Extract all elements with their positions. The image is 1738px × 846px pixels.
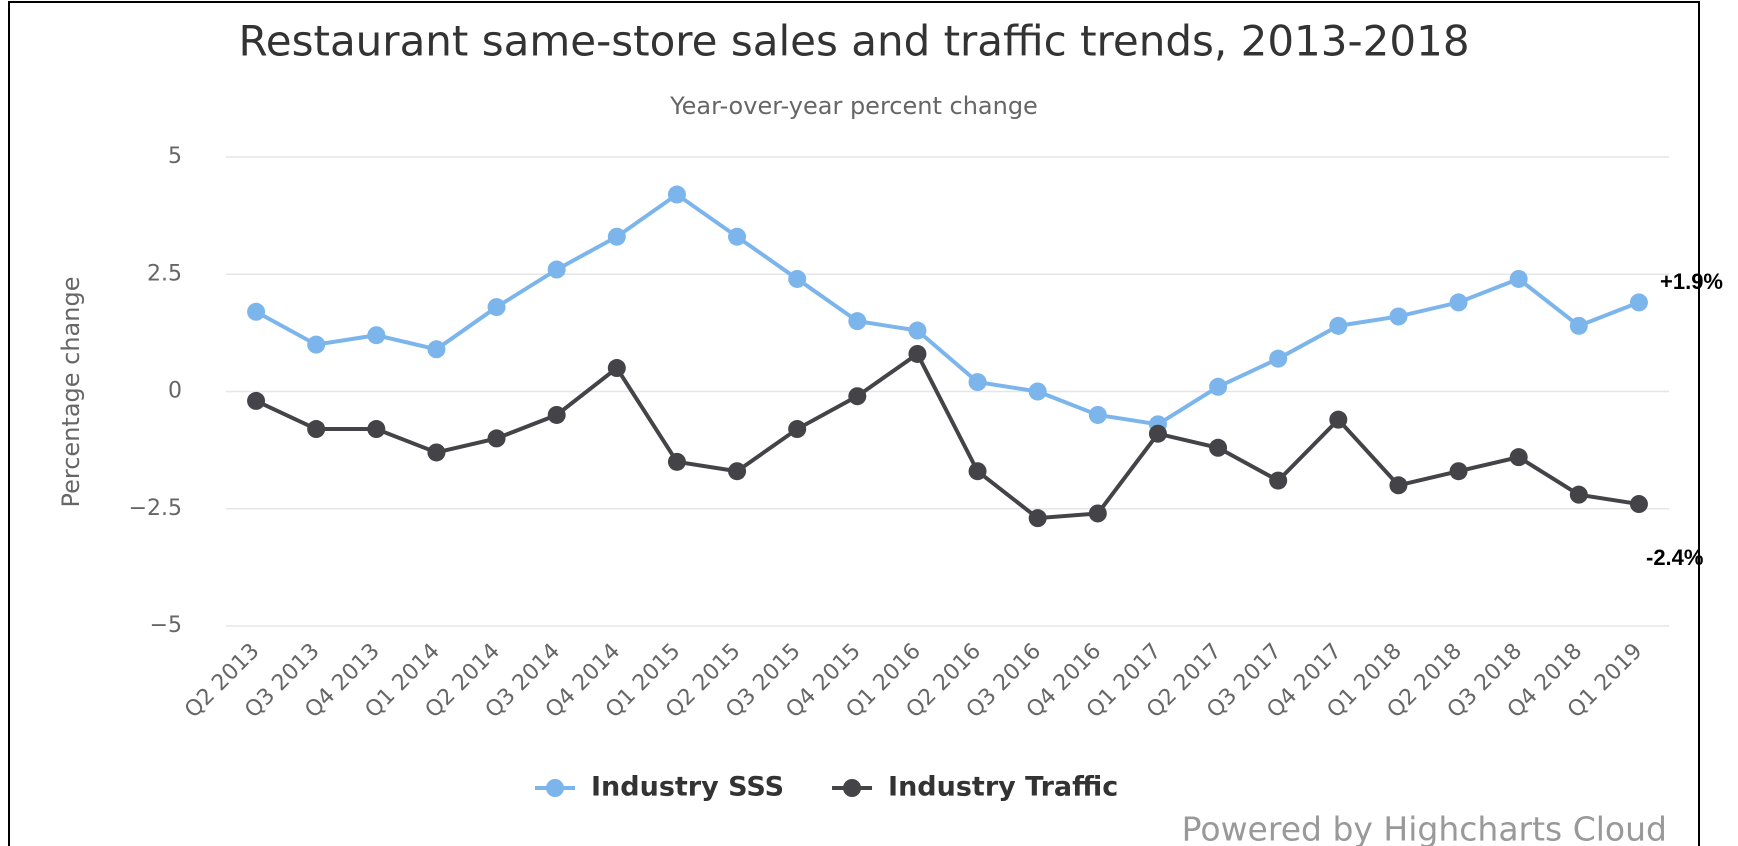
- y-tick-label: 0: [168, 379, 182, 404]
- data-point: [1028, 509, 1047, 528]
- data-point: [247, 391, 266, 410]
- data-point: [1629, 293, 1648, 312]
- data-point: [547, 405, 566, 424]
- data-point: [1088, 405, 1107, 424]
- data-point: [1569, 316, 1588, 335]
- data-point: [848, 387, 867, 406]
- data-point: [1028, 382, 1047, 401]
- data-point: [247, 302, 266, 321]
- data-point: [1329, 316, 1348, 335]
- credit: Powered by Highcharts Cloud: [1182, 810, 1667, 846]
- legend-marker: [843, 779, 862, 797]
- data-point: [1269, 471, 1288, 490]
- chart-border: [8, 1, 1700, 846]
- data-point: [547, 260, 566, 279]
- data-point: [367, 326, 386, 345]
- series-line: [255, 351, 1640, 521]
- data-point: [728, 227, 747, 246]
- data-point: [1509, 448, 1528, 467]
- y-tick-label: −5: [150, 613, 182, 638]
- y-tick-label: 5: [168, 144, 182, 169]
- data-point: [728, 462, 747, 481]
- legend-label: Industry SSS: [591, 772, 784, 803]
- legend-marker: [546, 779, 564, 797]
- data-point: [367, 420, 386, 439]
- data-point: [1449, 293, 1468, 312]
- data-point: [1088, 504, 1107, 523]
- y-axis-label: Percentage change: [57, 277, 85, 508]
- data-point: [607, 359, 626, 378]
- y-tick-label: 2.5: [147, 261, 182, 286]
- data-point: [667, 452, 686, 471]
- data-point: [667, 185, 686, 204]
- data-point: [968, 462, 987, 481]
- chart-subtitle: Year-over-year percent change: [669, 92, 1038, 120]
- data-point: [788, 269, 807, 288]
- y-tick-label: −2.5: [129, 496, 182, 521]
- data-point: [487, 298, 506, 317]
- data-point: [1269, 349, 1288, 368]
- data-point: [1509, 269, 1528, 288]
- data-point: [1569, 485, 1588, 504]
- data-point: [848, 312, 867, 331]
- data-point: [1389, 476, 1408, 495]
- data-point: [1209, 377, 1228, 396]
- data-point: [487, 429, 506, 448]
- data-point: [1389, 307, 1408, 326]
- data-point: [1629, 495, 1648, 514]
- data-point: [427, 340, 446, 359]
- chart-title: Restaurant same-store sales and traffic …: [238, 17, 1469, 66]
- data-point: [908, 321, 927, 340]
- data-point: [1209, 438, 1228, 457]
- data-point: [307, 335, 326, 354]
- data-point: [427, 443, 446, 462]
- data-point: [968, 373, 987, 392]
- data-point: [1329, 410, 1348, 429]
- annotation: -2.4%: [1646, 545, 1703, 570]
- legend-label: Industry Traffic: [888, 772, 1118, 803]
- data-point: [788, 420, 807, 439]
- data-point: [908, 344, 927, 363]
- annotation: +1.9%: [1660, 269, 1723, 294]
- series-line: [255, 192, 1640, 427]
- data-point: [1148, 424, 1167, 443]
- data-point: [307, 420, 326, 439]
- data-point: [1449, 462, 1468, 481]
- data-point: [607, 227, 626, 246]
